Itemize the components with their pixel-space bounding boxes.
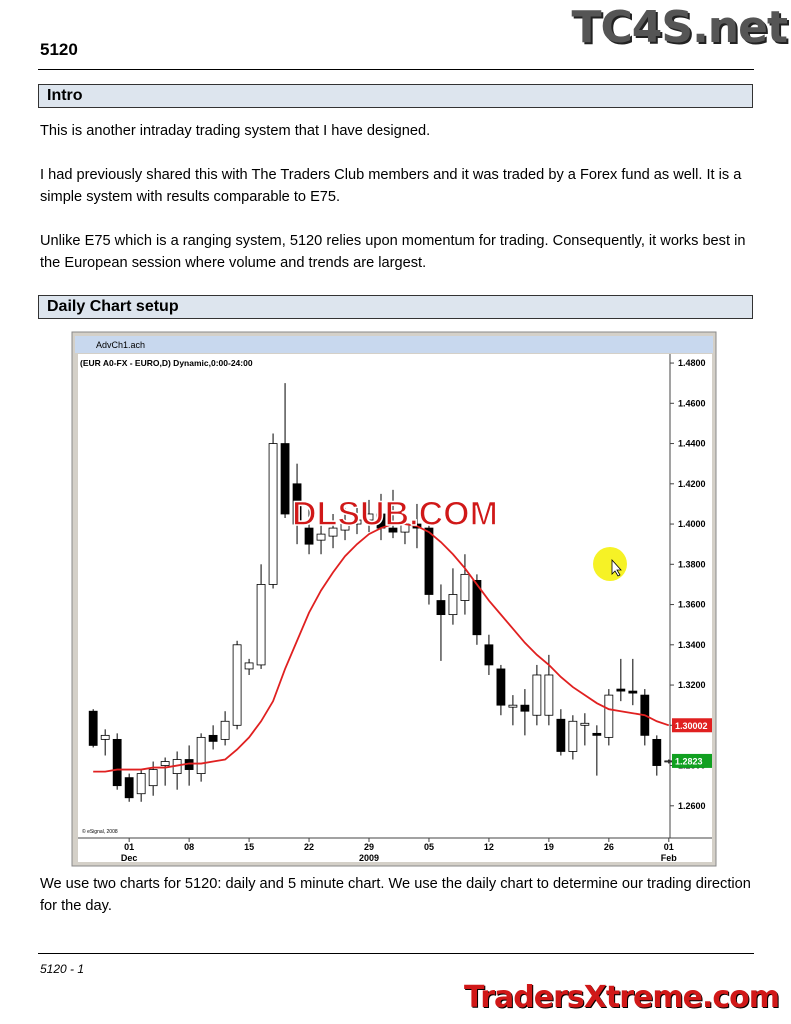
candle-body — [448, 594, 458, 616]
x-tick-label: 19 — [544, 842, 554, 852]
x-tick-label: 12 — [484, 842, 494, 852]
price-label: 1.2823 — [675, 756, 703, 766]
chart-label: (EUR A0-FX - EURO,D) Dynamic,0:00-24:00 — [80, 358, 253, 368]
doc-title: 5120 — [40, 40, 78, 59]
candle-body — [460, 573, 470, 601]
y-tick-label: 1.3800 — [678, 559, 706, 569]
candle-body — [436, 600, 446, 616]
y-tick-label: 1.4800 — [678, 358, 706, 368]
x-tick-label: 26 — [604, 842, 614, 852]
cursor-highlight — [593, 547, 627, 581]
candle-body — [340, 523, 350, 531]
y-tick-label: 1.3200 — [678, 680, 706, 690]
price-label: 1.30002 — [675, 721, 708, 731]
candle-body — [304, 527, 314, 545]
window-titlebar — [75, 336, 713, 353]
plot-area — [78, 354, 712, 862]
candle-body — [568, 720, 578, 752]
y-tick-label: 1.2600 — [678, 801, 706, 811]
paragraph: We use two charts for 5120: daily and 5 … — [40, 876, 751, 914]
y-tick-label: 1.3600 — [678, 600, 706, 610]
moving-average — [93, 523, 670, 773]
candle-body — [424, 527, 434, 595]
candle-body — [388, 527, 398, 533]
candle-body — [664, 760, 674, 763]
candle-body — [244, 662, 254, 670]
x-tick-label: 05 — [424, 842, 434, 852]
candle-body — [136, 773, 146, 795]
paragraph: Unlike E75 which is a ranging system, 51… — [40, 233, 746, 271]
candle-body — [292, 483, 302, 525]
y-tick-label: 1.4200 — [678, 479, 706, 489]
candle-body — [628, 690, 638, 694]
candle-body — [100, 734, 110, 740]
copyright: © eSignal, 2008 — [82, 828, 118, 835]
candle-body — [196, 736, 206, 774]
paragraph: I had previously shared this with The Tr… — [40, 167, 742, 205]
candle-body — [592, 732, 602, 736]
x-tick-label: 29 — [364, 842, 374, 852]
candle-body — [508, 704, 518, 708]
x-tick-label: 01 — [124, 842, 134, 852]
candle-body — [88, 710, 98, 746]
candle-body — [256, 584, 266, 666]
y-tick-label: 1.4600 — [678, 398, 706, 408]
price-box — [672, 718, 712, 733]
candle-body — [160, 761, 170, 766]
price-box — [672, 753, 712, 768]
y-tick-label: 1.4000 — [678, 519, 706, 529]
month-label: 2009 — [359, 853, 379, 863]
candle-body — [472, 580, 482, 636]
y-tick-label: 1.3400 — [678, 640, 706, 650]
window-title: AdvCh1.ach — [96, 340, 145, 350]
candle-body — [232, 644, 242, 726]
candle-body — [148, 769, 158, 787]
candle-body — [544, 674, 554, 716]
month-label: Dec — [121, 853, 138, 863]
candle-body — [364, 513, 374, 521]
page-number: 5120 - 1 — [40, 962, 85, 976]
candle-body — [484, 644, 494, 666]
candle-body — [112, 738, 122, 787]
candle-body — [652, 738, 662, 766]
candle-body — [496, 668, 506, 706]
candle-body — [616, 688, 626, 692]
candle-body — [328, 527, 338, 537]
section-heading: Intro — [38, 84, 753, 108]
watermark: DLSUB.COM — [292, 495, 498, 533]
x-tick-label: 22 — [304, 842, 314, 852]
x-tick-label: 15 — [244, 842, 254, 852]
rule — [38, 953, 754, 954]
candle-body — [280, 443, 290, 515]
candle-body — [352, 519, 362, 525]
candle-body — [580, 722, 590, 726]
candle-body — [268, 443, 278, 585]
candle-body — [604, 694, 614, 738]
x-tick-label: 08 — [184, 842, 194, 852]
candle-body — [316, 533, 326, 541]
candle-body — [124, 777, 134, 799]
y-tick-label: 1.4400 — [678, 439, 706, 449]
month-label: Feb — [661, 853, 678, 863]
paragraph: This is another intraday trading system … — [40, 123, 431, 139]
x-tick-label: 01 — [664, 842, 674, 852]
footer-logo: TradersXtreme.com — [464, 980, 780, 1015]
candle-body — [532, 674, 542, 716]
candle-body — [220, 720, 230, 740]
cursor — [611, 558, 622, 577]
rule — [38, 69, 754, 70]
logo: TC4S.net — [571, 2, 788, 53]
candle-body — [556, 718, 566, 752]
section-heading: Daily Chart setup — [38, 295, 753, 319]
candle-body — [208, 734, 218, 742]
candle-body — [520, 704, 530, 712]
